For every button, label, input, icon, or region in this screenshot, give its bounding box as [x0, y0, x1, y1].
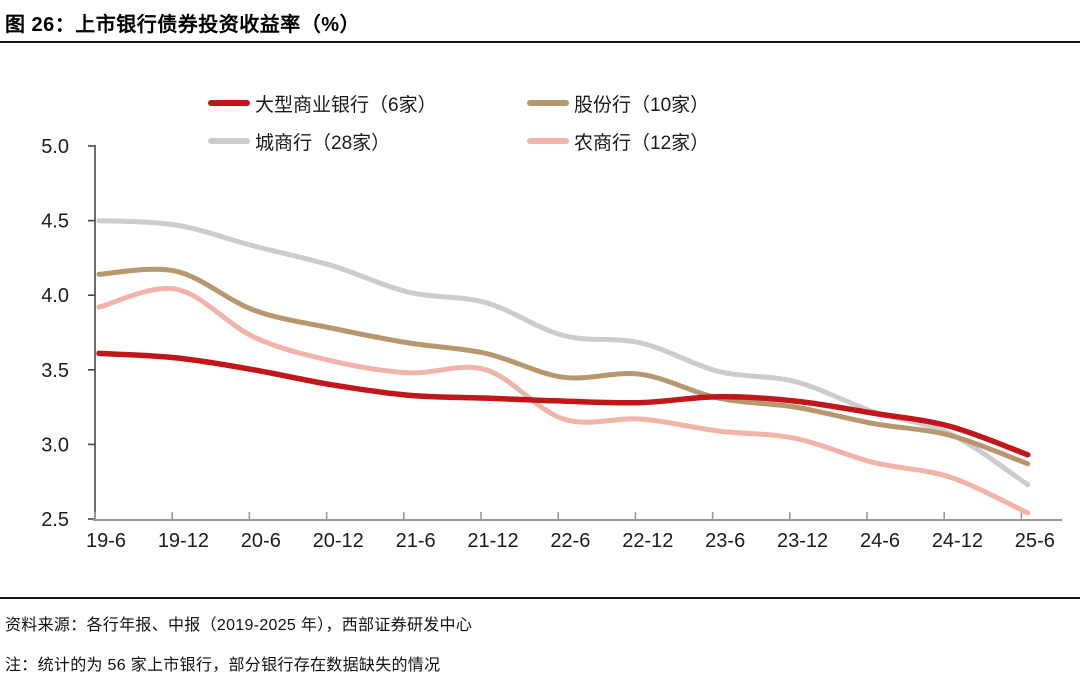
legend-swatch-rural-commercial-banks [527, 138, 569, 144]
series-line-rural-commercial-banks [96, 285, 1031, 516]
x-axis-tick-label: 21-6 [396, 530, 436, 552]
x-axis-tick-label: 22-12 [622, 530, 673, 552]
legend-item-rural-commercial-banks: 农商行（12家） [527, 130, 710, 154]
y-axis-tick-label: 4.5 [41, 211, 69, 233]
y-axis-tick-label: 3.0 [41, 434, 69, 456]
y-axis-tick-label: 2.5 [41, 509, 69, 531]
footnote: 注：统计的为 56 家上市银行，部分银行存在数据缺失的情况 [5, 657, 441, 674]
legend-label-city-commercial-banks: 城商行（28家） [255, 132, 391, 154]
legend-label-rural-commercial-banks: 农商行（12家） [574, 132, 710, 154]
x-axis-tick-label: 24-6 [860, 530, 900, 552]
x-axis-tick-label: 19-6 [86, 530, 126, 552]
legend-item-city-commercial-banks: 城商行（28家） [208, 130, 391, 154]
x-axis-tick-label: 20-12 [313, 530, 364, 552]
x-axis-tick-label: 22-6 [550, 530, 590, 552]
legend-swatch-city-commercial-banks [208, 138, 250, 144]
series-line-city-commercial-banks [96, 218, 1031, 488]
legend-swatch-large-commercial-banks [208, 100, 250, 106]
source-note: 资料来源：各行年报、中报（2019-2025 年），西部证券研发中心 [5, 617, 473, 634]
x-axis-tick-label: 23-6 [705, 530, 745, 552]
legend-item-large-commercial-banks: 大型商业银行（6家） [208, 92, 437, 116]
legend-swatch-joint-stock-banks [527, 100, 569, 106]
figure-title: 图 26：上市银行债券投资收益率（%） [5, 14, 361, 36]
legend-item-joint-stock-banks: 股份行（10家） [527, 92, 710, 116]
x-axis-tick-label: 19-12 [158, 530, 209, 552]
legend-label-joint-stock-banks: 股份行（10家） [574, 94, 710, 116]
x-axis-tick-label: 20-6 [241, 530, 281, 552]
y-axis-tick-label: 5.0 [41, 136, 69, 158]
y-axis-tick-label: 4.0 [41, 285, 69, 307]
x-axis-tick-label: 25-6 [1015, 530, 1055, 552]
x-axis-tick-label: 23-12 [777, 530, 828, 552]
legend-label-large-commercial-banks: 大型商业银行（6家） [255, 94, 437, 116]
series-line-large-commercial-banks [96, 350, 1031, 458]
footer-divider [0, 597, 1080, 599]
series-line-joint-stock-banks [96, 266, 1031, 467]
title-divider [0, 41, 1080, 43]
x-axis-tick-label: 21-12 [467, 530, 518, 552]
x-axis-tick-label: 24-12 [932, 530, 983, 552]
y-axis-tick-label: 3.5 [41, 360, 69, 382]
line-chart: 5.0 4.5 4.0 3.5 3.0 2.5 19-6 19-12 20-6 20-12 21-6… [41, 136, 1062, 552]
